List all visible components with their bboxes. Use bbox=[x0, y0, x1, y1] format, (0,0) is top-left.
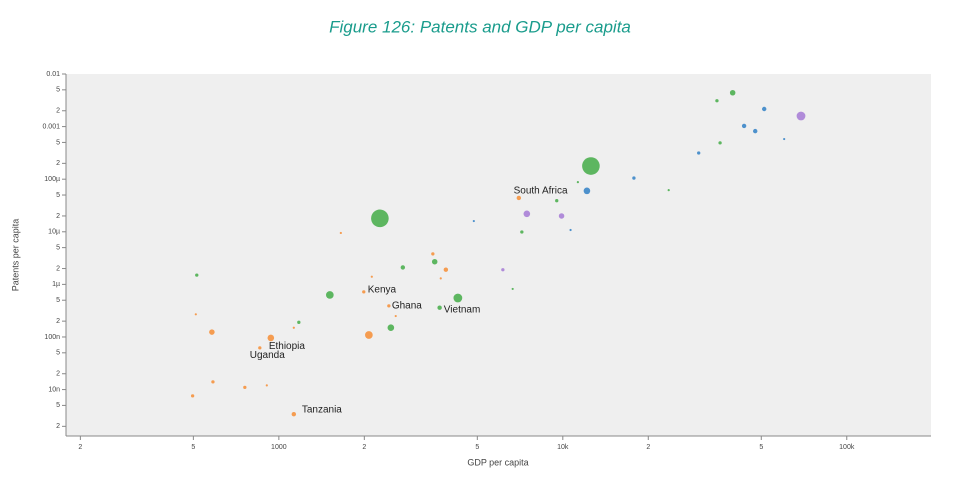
y-tick-label: 10µ bbox=[48, 229, 60, 236]
point bbox=[211, 380, 215, 384]
plot-area bbox=[66, 74, 931, 436]
point bbox=[796, 111, 806, 121]
point bbox=[516, 195, 522, 201]
point bbox=[472, 219, 475, 223]
point bbox=[437, 305, 442, 310]
point bbox=[265, 384, 268, 387]
point bbox=[511, 287, 514, 291]
point bbox=[291, 412, 297, 417]
point bbox=[520, 230, 524, 234]
annotation: South Africa bbox=[514, 185, 568, 196]
point bbox=[582, 157, 600, 175]
y-tick-label: 5 bbox=[56, 139, 60, 146]
y-tick-label: 2 bbox=[56, 318, 60, 325]
x-tick-label: 5 bbox=[191, 444, 195, 451]
point bbox=[394, 314, 397, 318]
point bbox=[453, 293, 463, 303]
y-tick-label: 2 bbox=[56, 371, 60, 378]
y-tick-label: 2 bbox=[56, 213, 60, 220]
x-tick-label: 2 bbox=[362, 444, 366, 451]
y-tick-label: 2 bbox=[56, 108, 60, 115]
point bbox=[325, 291, 334, 299]
point bbox=[729, 90, 736, 96]
point bbox=[741, 123, 747, 129]
annotation: Kenya bbox=[368, 285, 397, 296]
point bbox=[195, 273, 199, 277]
y-tick-label: 1µ bbox=[52, 281, 60, 288]
y-tick-label: 10n bbox=[48, 386, 60, 393]
x-tick-label: 5 bbox=[475, 444, 479, 451]
point bbox=[365, 331, 373, 339]
annotation: Uganda bbox=[250, 350, 285, 361]
point bbox=[297, 320, 301, 324]
point bbox=[267, 334, 275, 342]
chart-title: Figure 126: Patents and GDP per capita bbox=[329, 17, 631, 36]
y-tick-label: 0.001 bbox=[42, 123, 60, 130]
y-tick-label: 2 bbox=[56, 160, 60, 167]
point bbox=[762, 106, 767, 112]
y-tick-label: 5 bbox=[56, 297, 60, 304]
point bbox=[667, 189, 670, 192]
y-tick-label: 2 bbox=[56, 423, 60, 430]
point bbox=[753, 128, 758, 134]
point bbox=[370, 275, 373, 278]
point bbox=[443, 267, 449, 272]
x-tick-label: 100k bbox=[839, 444, 855, 451]
point bbox=[431, 258, 438, 265]
point bbox=[400, 265, 406, 270]
point bbox=[697, 151, 701, 155]
y-tick-label: 5 bbox=[56, 402, 60, 409]
point bbox=[576, 181, 579, 184]
y-tick-label: 5 bbox=[56, 350, 60, 357]
x-tick-label: 1000 bbox=[271, 444, 287, 451]
point bbox=[339, 231, 342, 235]
y-tick-label: 100n bbox=[44, 334, 60, 341]
y-axis-label: Patents per capita bbox=[10, 219, 20, 292]
x-tick-label: 10k bbox=[557, 444, 569, 451]
point bbox=[387, 324, 395, 332]
x-tick-label: 2 bbox=[646, 444, 650, 451]
point bbox=[209, 329, 215, 335]
point bbox=[569, 228, 572, 232]
y-tick-label: 5 bbox=[56, 244, 60, 251]
point bbox=[501, 268, 505, 272]
annotation: Ghana bbox=[392, 301, 422, 312]
point bbox=[439, 277, 442, 280]
point bbox=[718, 141, 722, 145]
y-tick-label: 0.01 bbox=[46, 71, 60, 78]
point bbox=[431, 252, 435, 256]
point bbox=[387, 304, 391, 308]
point bbox=[362, 290, 366, 294]
annotation: Vietnam bbox=[444, 304, 481, 315]
y-tick-label: 5 bbox=[56, 87, 60, 94]
point bbox=[371, 209, 389, 228]
annotation: Ethiopia bbox=[269, 341, 306, 352]
annotation: Tanzania bbox=[302, 405, 342, 416]
x-tick-label: 2 bbox=[78, 444, 82, 451]
point bbox=[190, 394, 195, 398]
point bbox=[715, 99, 719, 103]
x-tick-label: 5 bbox=[759, 444, 763, 451]
point bbox=[194, 313, 197, 316]
point bbox=[523, 210, 531, 218]
point bbox=[555, 199, 559, 203]
x-axis-label: GDP per capita bbox=[467, 457, 528, 467]
point bbox=[583, 187, 591, 195]
y-tick-label: 5 bbox=[56, 192, 60, 199]
y-tick-label: 2 bbox=[56, 265, 60, 272]
point bbox=[632, 176, 636, 180]
point bbox=[258, 346, 262, 350]
point bbox=[292, 326, 295, 329]
point bbox=[558, 213, 565, 219]
point bbox=[243, 385, 247, 390]
point bbox=[783, 137, 786, 141]
y-tick-label: 100µ bbox=[44, 176, 60, 183]
